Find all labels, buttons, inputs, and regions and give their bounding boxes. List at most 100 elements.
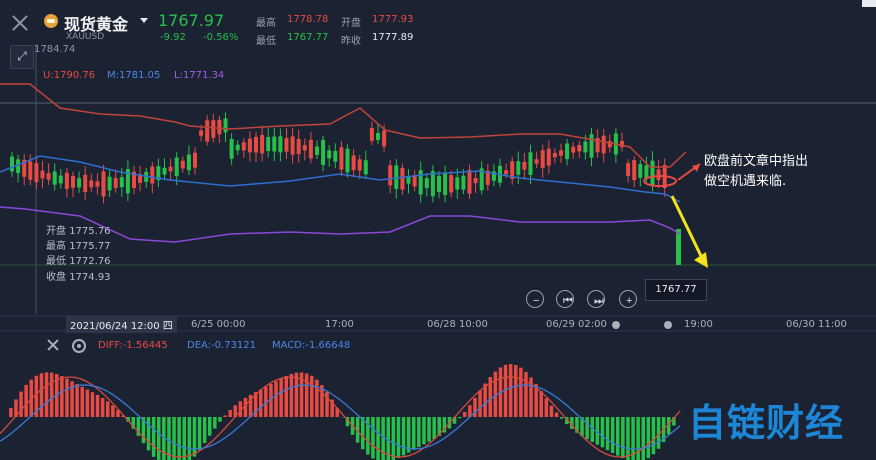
macd-bar [391, 417, 396, 460]
macd-bar [126, 417, 130, 422]
candle-body [34, 163, 39, 182]
candle-body [83, 174, 88, 193]
middle-band-line [0, 155, 681, 203]
candle-body [400, 167, 405, 190]
candle-body [205, 120, 210, 142]
candle-body [376, 133, 380, 140]
candle-body [467, 169, 472, 194]
macd-bar [75, 384, 79, 417]
candle-body [632, 160, 637, 181]
candle-body [626, 163, 631, 176]
macd-bar [463, 412, 467, 417]
zoom-out-button[interactable]: − [526, 290, 544, 308]
macd-bar [228, 409, 232, 417]
last-price: 1767.97 [158, 11, 225, 30]
close-button[interactable] [10, 13, 30, 33]
candle-body [241, 142, 246, 151]
macd-bar [39, 373, 44, 417]
macd-close-button[interactable] [46, 338, 60, 352]
candle-body [217, 119, 222, 135]
gear-icon[interactable] [72, 339, 86, 353]
macd-bar [320, 385, 324, 417]
candle-body [308, 139, 313, 159]
macd-bar [381, 417, 385, 460]
candle-body [339, 147, 344, 170]
macd-bar [9, 407, 13, 417]
candle-body [601, 135, 606, 154]
macd-bar [121, 415, 125, 417]
current-price-tag: 1767.77 [645, 279, 707, 301]
macd-bar [651, 417, 656, 455]
macd-bar [580, 417, 584, 437]
macd-bar [575, 417, 579, 433]
macd-bar [493, 371, 498, 417]
macd-bar [269, 383, 273, 417]
macd-bar [468, 405, 472, 417]
candle-body [302, 145, 307, 151]
macd-bar [524, 371, 528, 417]
candle-body [22, 159, 27, 177]
candle-body [357, 159, 362, 171]
price-chart [0, 44, 876, 460]
candle-body [150, 166, 155, 184]
annotation-line-2: 做空机遇来临. [704, 174, 787, 189]
candle-body [28, 161, 33, 180]
macd-bar [621, 417, 625, 459]
macd-value: MACD:-1.66648 [272, 340, 351, 351]
scroll-end-button[interactable]: ⏭ [587, 290, 605, 308]
scroll-start-button[interactable]: ⏮ [556, 290, 574, 308]
candle-body [101, 171, 106, 197]
macd-bar [49, 372, 54, 417]
instrument-title[interactable]: 现货黄金 [64, 15, 129, 34]
macd-bar [605, 417, 610, 451]
yellow-arrow-head [694, 252, 708, 268]
macd-bar [162, 417, 166, 460]
candle-body [345, 148, 350, 173]
macd-bar [60, 376, 64, 417]
candle-body [418, 170, 423, 195]
timeline-dot [664, 321, 672, 329]
candle-body [644, 165, 649, 179]
candle-body [595, 137, 600, 153]
candle-body [107, 176, 112, 191]
candle-body [16, 159, 21, 174]
macd-bar [167, 417, 171, 460]
candle-body [272, 136, 277, 152]
chevron-down-icon[interactable] [140, 18, 148, 23]
candle-body [46, 173, 51, 180]
macd-bar [585, 417, 589, 440]
ohlc-low: 最低 1772.76 [46, 256, 111, 267]
macd-bar [457, 417, 462, 419]
stat-low-label: 最低 [256, 36, 276, 47]
expand-icon[interactable]: ⤢ [10, 45, 34, 69]
candle-body [247, 138, 252, 153]
candle-body [132, 171, 136, 189]
macd-bar [14, 399, 18, 417]
candle-body [449, 175, 454, 193]
macd-bar [213, 417, 217, 429]
macd-bar [672, 417, 676, 426]
candle-body [260, 134, 265, 154]
zoom-in-button[interactable]: + [619, 290, 637, 308]
macd-bar [141, 417, 146, 444]
candle-body [559, 150, 563, 156]
macd-bar [508, 364, 513, 417]
macd-bar [146, 417, 151, 451]
macd-bar [427, 417, 431, 442]
window-corner [862, 0, 876, 7]
macd-bar [335, 408, 339, 417]
candle-body [485, 170, 490, 185]
candle-body [58, 175, 63, 184]
x-tick-label: 06/30 11:00 [786, 319, 847, 330]
candle-body [77, 178, 82, 188]
macd-bar [616, 417, 620, 456]
macd-bar [218, 417, 222, 422]
macd-bar [565, 417, 569, 425]
diff-line [0, 376, 681, 458]
macd-bar [667, 417, 671, 435]
candle-body [333, 150, 338, 162]
watermark: 自链财经 [688, 401, 845, 445]
ohlc-high: 最高 1775.77 [46, 241, 111, 252]
macd-bar [529, 377, 533, 417]
candle-body [406, 176, 411, 184]
